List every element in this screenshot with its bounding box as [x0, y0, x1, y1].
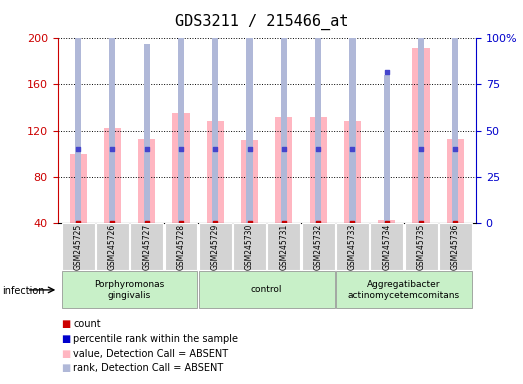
Bar	[178, 9, 184, 223]
Text: GSM245733: GSM245733	[348, 223, 357, 270]
Point	[314, 146, 322, 152]
Text: value, Detection Call = ABSENT: value, Detection Call = ABSENT	[73, 349, 229, 359]
Point	[451, 220, 460, 226]
FancyBboxPatch shape	[62, 271, 198, 308]
FancyBboxPatch shape	[233, 223, 266, 270]
Text: GSM245729: GSM245729	[211, 223, 220, 270]
Bar	[378, 220, 395, 223]
Text: GSM245736: GSM245736	[451, 223, 460, 270]
Bar	[384, 75, 390, 223]
Text: Aggregatibacter
actinomycetemcomitans: Aggregatibacter actinomycetemcomitans	[348, 280, 460, 300]
Text: GSM245732: GSM245732	[314, 223, 323, 270]
Text: GSM245726: GSM245726	[108, 223, 117, 270]
FancyBboxPatch shape	[199, 271, 335, 308]
Point	[142, 220, 151, 226]
Bar	[144, 44, 150, 223]
Text: count: count	[73, 319, 101, 329]
Bar	[447, 139, 464, 223]
Text: ■: ■	[61, 363, 70, 373]
Bar	[413, 48, 429, 223]
Bar	[275, 117, 292, 223]
Text: GSM245731: GSM245731	[279, 223, 288, 270]
FancyBboxPatch shape	[199, 223, 232, 270]
Point	[383, 68, 391, 74]
Point	[280, 146, 288, 152]
Bar	[452, 25, 459, 223]
Point	[177, 146, 185, 152]
Point	[211, 220, 220, 226]
FancyBboxPatch shape	[370, 223, 403, 270]
Bar	[207, 121, 224, 223]
Point	[417, 220, 425, 226]
FancyBboxPatch shape	[336, 271, 472, 308]
Bar	[138, 139, 155, 223]
Text: GSM245725: GSM245725	[74, 223, 83, 270]
Point	[451, 146, 460, 152]
Text: GSM245734: GSM245734	[382, 223, 391, 270]
Text: ■: ■	[61, 334, 70, 344]
Bar	[349, 25, 356, 223]
Bar	[344, 121, 361, 223]
Text: ■: ■	[61, 319, 70, 329]
Bar	[104, 128, 121, 223]
Text: Porphyromonas
gingivalis: Porphyromonas gingivalis	[95, 280, 165, 300]
Bar	[212, 15, 219, 223]
FancyBboxPatch shape	[267, 223, 300, 270]
Bar	[315, 13, 321, 223]
FancyBboxPatch shape	[165, 223, 198, 270]
Point	[177, 220, 185, 226]
Point	[348, 146, 357, 152]
FancyBboxPatch shape	[96, 223, 129, 270]
Text: GSM245728: GSM245728	[176, 223, 186, 270]
Text: infection: infection	[3, 286, 45, 296]
Point	[74, 146, 82, 152]
Point	[245, 146, 254, 152]
Text: control: control	[251, 285, 282, 295]
Text: rank, Detection Call = ABSENT: rank, Detection Call = ABSENT	[73, 363, 223, 373]
Text: GDS3211 / 215466_at: GDS3211 / 215466_at	[175, 13, 348, 30]
Bar	[241, 140, 258, 223]
Text: ■: ■	[61, 349, 70, 359]
FancyBboxPatch shape	[62, 223, 95, 270]
Point	[142, 146, 151, 152]
Text: GSM245727: GSM245727	[142, 223, 151, 270]
FancyBboxPatch shape	[405, 223, 438, 270]
Point	[211, 146, 220, 152]
Point	[108, 146, 117, 152]
FancyBboxPatch shape	[130, 223, 163, 270]
FancyBboxPatch shape	[336, 223, 369, 270]
Point	[417, 146, 425, 152]
Bar	[310, 117, 327, 223]
Point	[280, 220, 288, 226]
Bar	[75, 38, 81, 223]
Bar	[281, 9, 287, 223]
Bar	[173, 113, 189, 223]
Text: GSM245730: GSM245730	[245, 223, 254, 270]
Bar	[70, 154, 87, 223]
Bar	[418, 2, 424, 223]
Point	[74, 220, 82, 226]
Point	[108, 220, 117, 226]
Bar	[109, 20, 116, 223]
Point	[383, 220, 391, 226]
Text: percentile rank within the sample: percentile rank within the sample	[73, 334, 238, 344]
FancyBboxPatch shape	[439, 223, 472, 270]
Text: GSM245735: GSM245735	[416, 223, 426, 270]
Point	[245, 220, 254, 226]
Point	[348, 220, 357, 226]
FancyBboxPatch shape	[302, 223, 335, 270]
Point	[314, 220, 322, 226]
Bar	[246, 20, 253, 223]
